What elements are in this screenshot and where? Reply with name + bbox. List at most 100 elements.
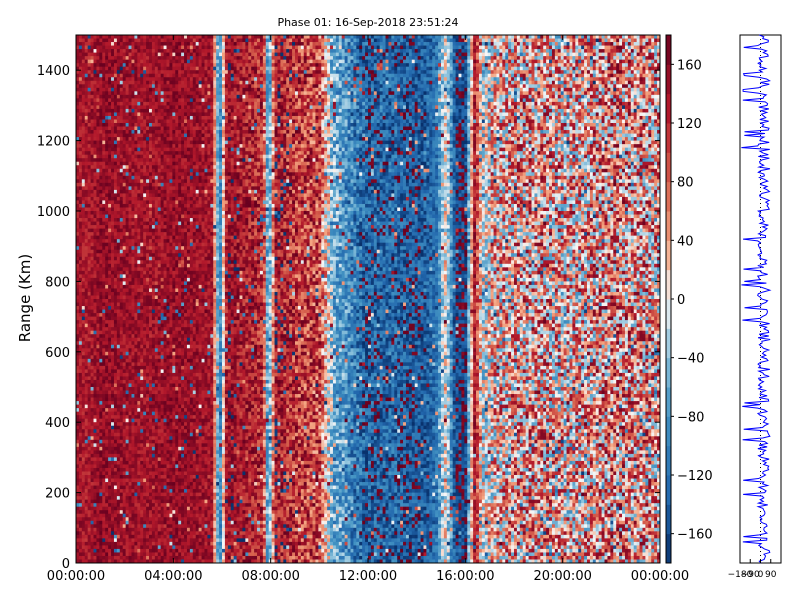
heatmap-cell — [166, 489, 170, 493]
heatmap-cell — [119, 165, 124, 170]
heatmap-cell — [137, 87, 141, 92]
heatmap-cell — [134, 471, 138, 476]
heatmap-cell — [81, 313, 86, 317]
heatmap-cell — [131, 52, 135, 57]
heatmap-cell — [90, 541, 94, 546]
heatmap-cell — [96, 559, 100, 564]
heatmap-cell — [93, 38, 97, 43]
heatmap-cell — [151, 207, 156, 212]
heatmap-cell — [128, 555, 132, 560]
heatmap-cell — [96, 196, 100, 201]
heatmap-cell — [143, 415, 147, 420]
heatmap-cell — [157, 545, 162, 550]
heatmap-cell — [146, 91, 150, 96]
heatmap-cell — [81, 302, 86, 307]
heatmap-cell — [157, 63, 162, 68]
heatmap-cell — [108, 460, 112, 465]
heatmap-cell — [119, 527, 124, 532]
heatmap-cell — [169, 232, 173, 237]
heatmap-cell — [160, 524, 164, 529]
heatmap-cell — [81, 214, 86, 219]
heatmap-cell — [116, 450, 121, 455]
heatmap-cell — [81, 358, 86, 363]
heatmap-cell — [122, 239, 127, 244]
heatmap-cell — [116, 496, 121, 501]
heatmap-cell — [134, 453, 138, 458]
heatmap-cell — [134, 249, 138, 254]
heatmap-cell — [111, 534, 115, 539]
heatmap-cell — [102, 337, 106, 342]
heatmap-cell — [93, 119, 97, 124]
heatmap-cell — [149, 291, 153, 296]
heatmap-cell — [166, 133, 170, 138]
heatmap-cell — [99, 105, 103, 110]
heatmap-cell — [169, 362, 173, 367]
heatmap-cell — [154, 513, 159, 518]
heatmap-cell — [122, 552, 127, 557]
heatmap-cell — [140, 193, 144, 198]
heatmap-cell — [84, 499, 89, 504]
heatmap-cell — [93, 471, 97, 476]
heatmap-cell — [157, 73, 162, 78]
heatmap-cell — [169, 478, 173, 483]
heatmap-cell — [87, 253, 91, 258]
heatmap-cell — [154, 397, 159, 402]
heatmap-cell — [172, 45, 176, 50]
heatmap-cell — [125, 137, 129, 141]
heatmap-cell — [96, 119, 100, 124]
heatmap-cell — [116, 49, 121, 53]
heatmap-cell — [131, 517, 135, 522]
heatmap-cell — [143, 397, 147, 402]
heatmap-cell — [96, 38, 100, 43]
heatmap-cell — [149, 172, 153, 177]
heatmap-cell — [125, 260, 129, 265]
heatmap-cell — [99, 503, 103, 508]
heatmap-cell — [154, 404, 159, 409]
heatmap-cell — [111, 524, 115, 529]
heatmap-cell — [128, 196, 132, 201]
heatmap-cell — [105, 101, 109, 106]
heatmap-cell — [81, 158, 86, 163]
heatmap-cell — [81, 154, 86, 159]
heatmap-cell — [105, 460, 109, 465]
heatmap-cell — [99, 207, 103, 212]
heatmap-cell — [140, 158, 144, 163]
heatmap-cell — [102, 214, 106, 219]
heatmap-cell — [84, 387, 89, 391]
heatmap-cell — [84, 520, 89, 525]
heatmap-cell — [131, 422, 135, 427]
heatmap-cell — [90, 203, 94, 208]
heatmap-cell — [111, 168, 115, 173]
heatmap-cell — [140, 541, 144, 546]
heatmap-cell — [84, 203, 89, 208]
heatmap-cell — [134, 534, 138, 539]
heatmap-cell — [157, 218, 162, 222]
heatmap-cell — [131, 520, 135, 525]
heatmap-cell — [146, 66, 150, 71]
heatmap-cell — [134, 513, 138, 518]
heatmap-cell — [122, 42, 127, 46]
heatmap-cell — [166, 84, 170, 89]
heatmap-cell — [163, 42, 167, 46]
heatmap-cell — [125, 355, 129, 360]
heatmap-cell — [87, 397, 91, 402]
heatmap-cell — [163, 172, 167, 177]
heatmap-cell — [122, 211, 127, 215]
heatmap-cell — [116, 270, 121, 275]
heatmap-cell — [105, 291, 109, 296]
heatmap-cell — [90, 274, 94, 279]
heatmap-cell — [157, 291, 162, 296]
heatmap-cell — [119, 221, 124, 226]
heatmap-cell — [87, 330, 91, 335]
heatmap-cell — [137, 471, 141, 476]
heatmap-cell — [116, 80, 121, 85]
heatmap-cell — [99, 45, 103, 50]
heatmap-cell — [122, 460, 127, 465]
heatmap-cell — [151, 376, 156, 381]
heatmap-cell — [151, 401, 156, 405]
heatmap-cell — [134, 179, 138, 184]
heatmap-cell — [93, 165, 97, 170]
heatmap-cell — [160, 218, 164, 222]
heatmap-cell — [140, 256, 144, 261]
heatmap-cell — [99, 144, 103, 149]
